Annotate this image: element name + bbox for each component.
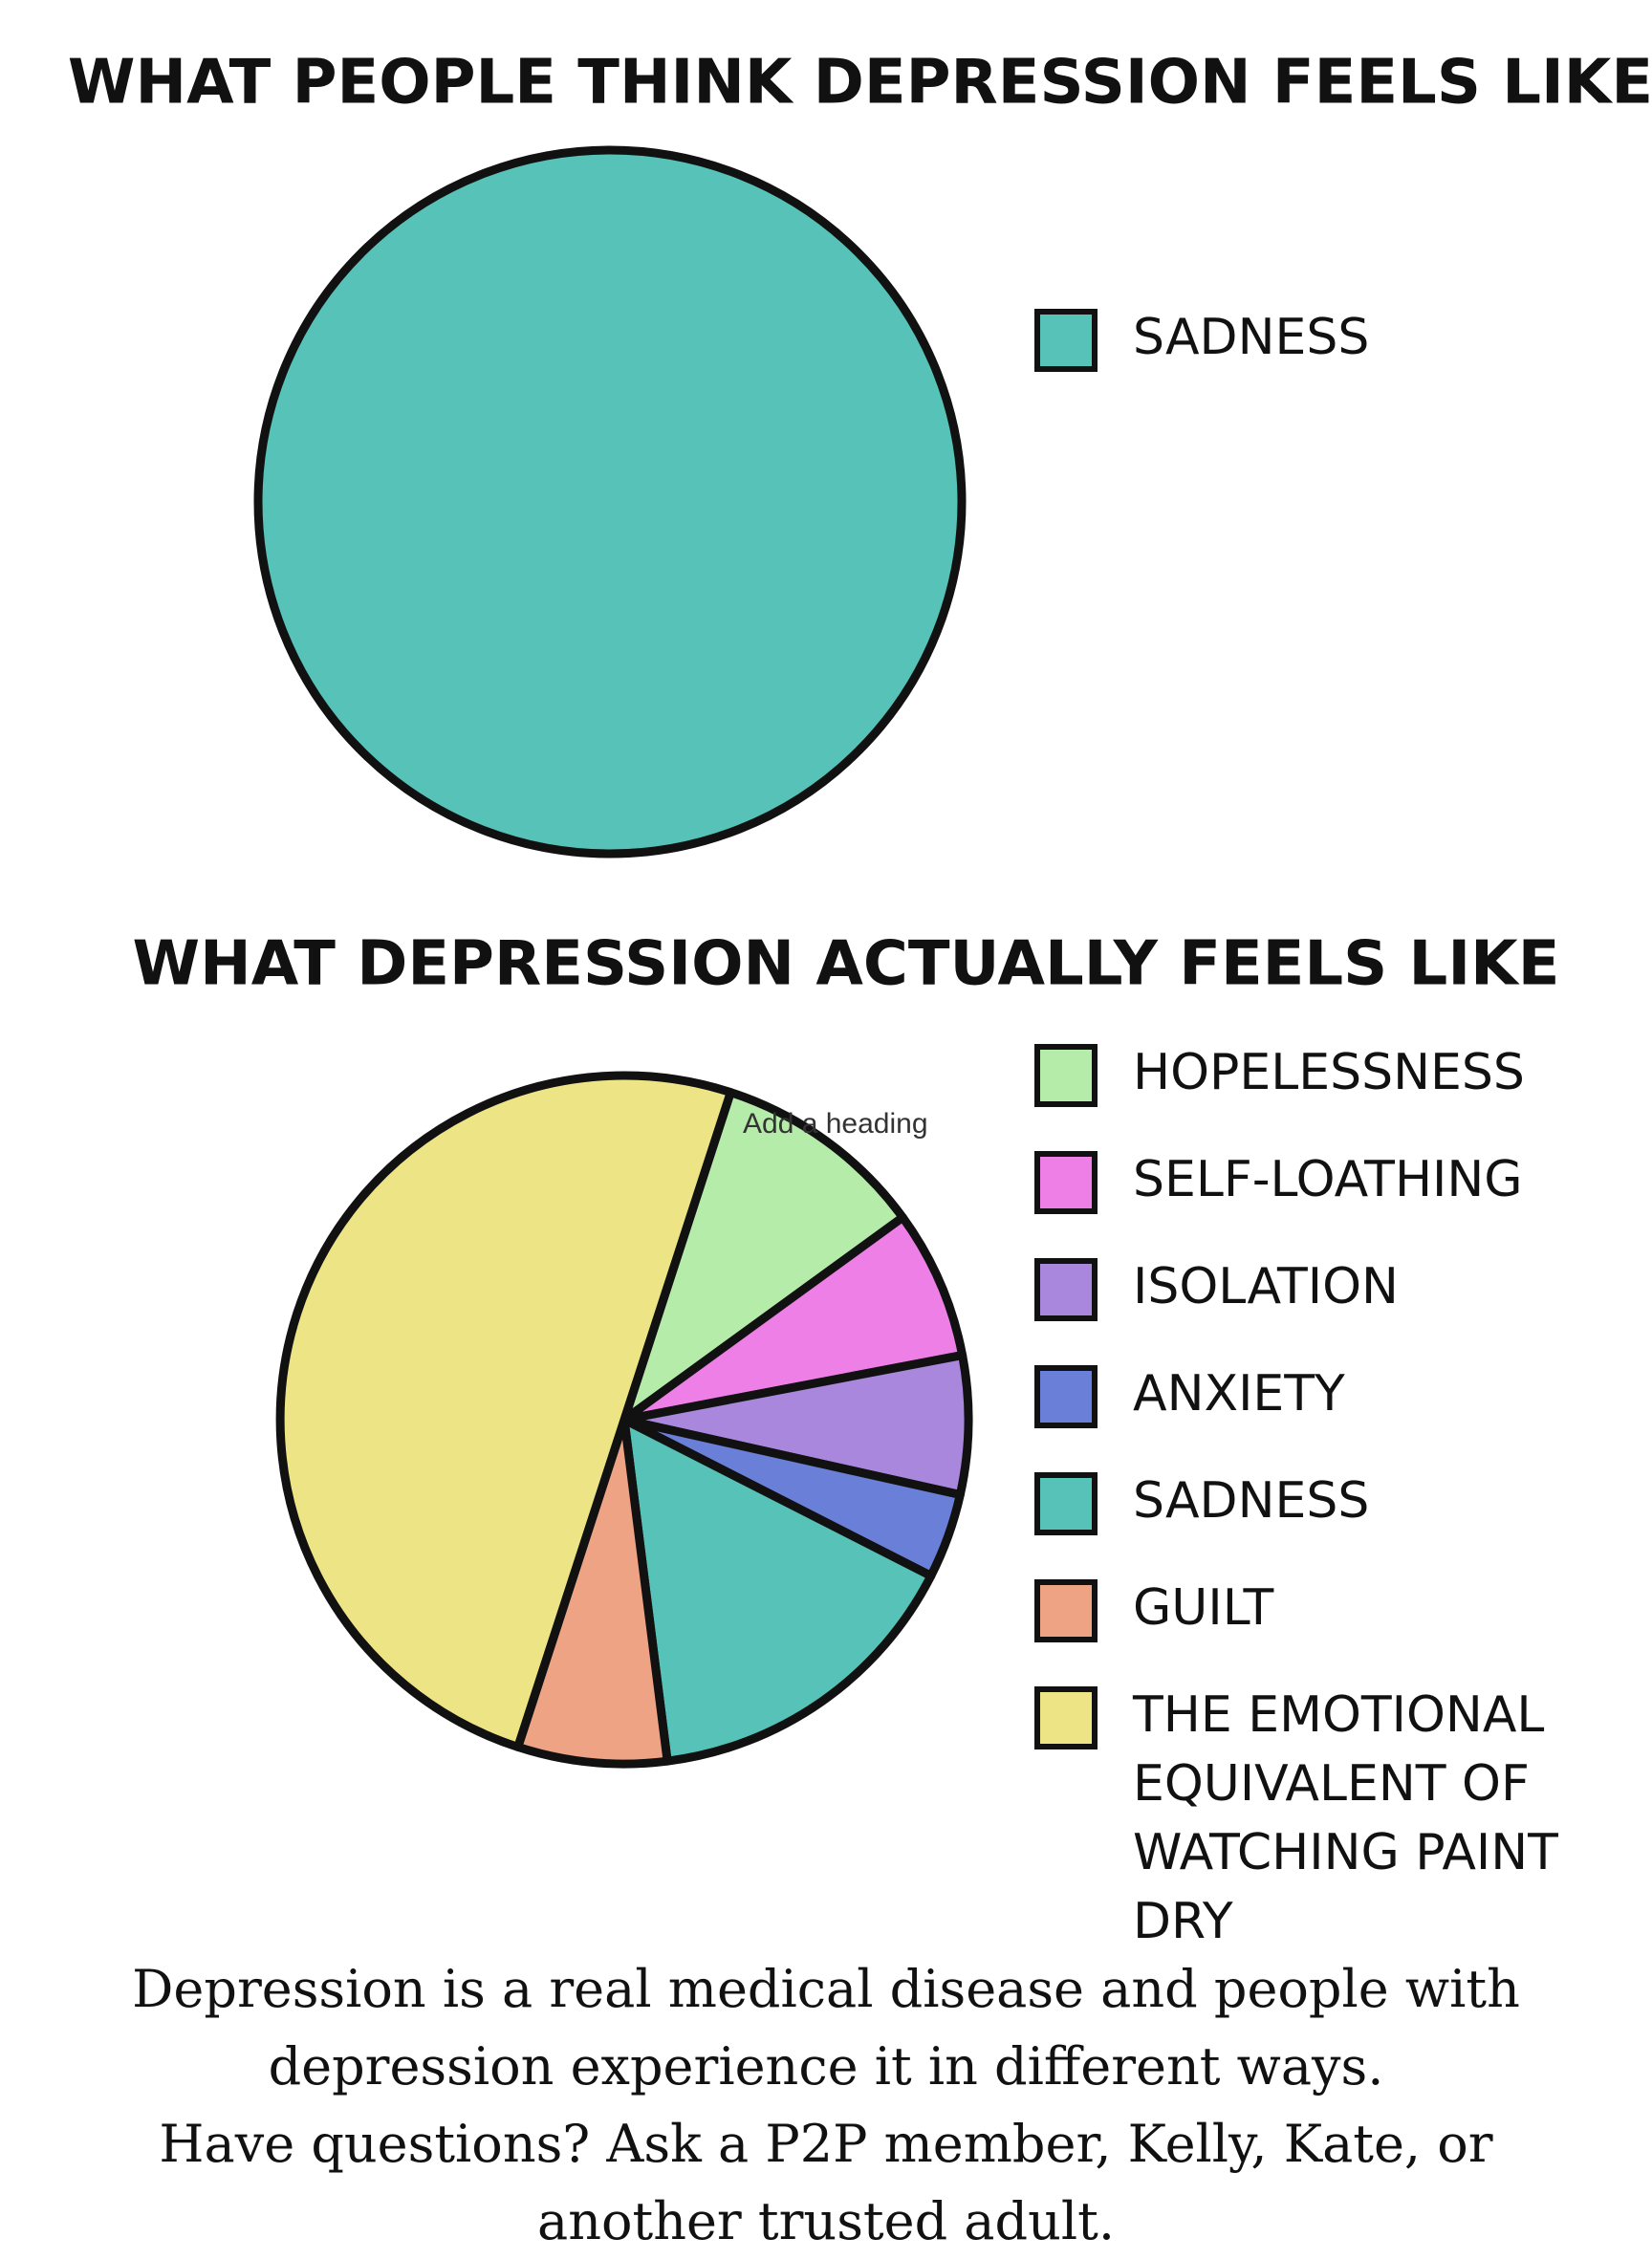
charts: WHAT PEOPLE THINK DEPRESSION FEELS LIKE S…: [68, 48, 1652, 1941]
caption-line: Have questions? Ask a P2P member, Kelly,…: [159, 2114, 1493, 2251]
pie-slice: [513, 1415, 672, 1769]
legend-label: HOPELESSNESS: [1133, 1044, 1525, 1101]
legend-swatch: [1034, 1044, 1098, 1107]
legend-label: ANXIETY: [1133, 1365, 1345, 1423]
legend-label: ISOLATION: [1133, 1258, 1399, 1315]
legend-swatch: [1034, 309, 1098, 372]
legend-swatch: [1034, 1686, 1098, 1749]
legend-label: SADNESS: [1133, 309, 1369, 366]
pie-slice: [620, 1415, 936, 1766]
legend-label-line: THE EMOTIONAL: [1132, 1686, 1544, 1744]
legend-label-line: EQUIVALENT OF: [1133, 1755, 1530, 1813]
legend-label-line: DRY: [1133, 1893, 1233, 1941]
pie-slice: [253, 145, 967, 858]
legend-swatch: [1034, 1151, 1098, 1214]
legend-label: SELF-LOATHING: [1133, 1151, 1523, 1208]
legend-label-line: WATCHING PAINT: [1133, 1824, 1558, 1881]
legend-label: SADNESS: [1133, 1472, 1369, 1530]
overlay-heading: Add a heading: [743, 1108, 928, 1140]
legend-swatch: [1034, 1258, 1098, 1321]
legend-label: GUILT: [1133, 1579, 1274, 1637]
legend-swatch: [1034, 1579, 1098, 1642]
chart-title: WHAT DEPRESSION ACTUALLY FEELS LIKE: [133, 929, 1560, 1000]
legend-label: THE EMOTIONAL EQUIVALENT OF WATCHING PAINT…: [1132, 1686, 1558, 1941]
pie-slice: [620, 1351, 973, 1500]
legend-swatch: [1034, 1472, 1098, 1535]
pie-slice: [620, 1088, 907, 1424]
legend-swatch: [1034, 1365, 1098, 1428]
chart-title: WHAT PEOPLE THINK DEPRESSION FEELS LIKE: [68, 48, 1652, 119]
caption: Depression is a real medical disease and…: [61, 1950, 1591, 2260]
pie-slice: [276, 1071, 735, 1751]
page: WHAT PEOPLE THINK DEPRESSION FEELS LIKE S…: [67, 47, 1652, 2251]
caption-line: Depression is a real medical disease and…: [132, 1959, 1520, 2097]
